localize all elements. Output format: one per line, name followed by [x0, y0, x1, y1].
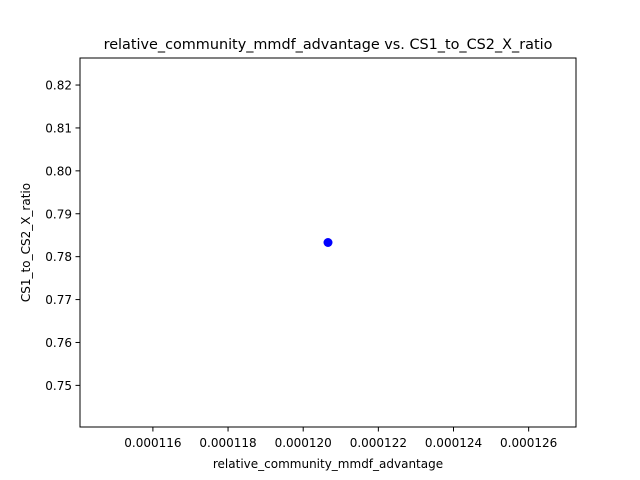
x-tick-label: 0.000118	[199, 436, 256, 450]
chart-title: relative_community_mmdf_advantage vs. CS…	[104, 37, 553, 53]
y-axis-ticks: 0.75 0.76 0.77 0.78 0.79 0.80 0.81 0.82	[45, 79, 80, 393]
y-axis-label: CS1_to_CS2_X_ratio	[19, 183, 33, 302]
data-point	[323, 238, 333, 247]
x-tick-label: 0.000122	[350, 436, 407, 450]
x-tick-label: 0.000124	[425, 436, 482, 450]
y-tick-label: 0.78	[45, 250, 72, 264]
data-points	[323, 238, 333, 247]
y-tick-label: 0.76	[45, 336, 72, 350]
plot-area-frame	[79, 57, 577, 428]
y-tick-label: 0.79	[45, 207, 72, 221]
x-tick-label: 0.000126	[500, 436, 557, 450]
y-tick-label: 0.75	[45, 379, 72, 393]
y-tick-label: 0.82	[45, 79, 72, 93]
x-tick-label: 0.000116	[124, 436, 181, 450]
y-tick-label: 0.80	[45, 164, 72, 178]
x-tick-label: 0.000120	[275, 436, 332, 450]
x-axis-label: relative_community_mmdf_advantage	[213, 457, 443, 471]
y-tick-label: 0.77	[45, 293, 72, 307]
x-axis-ticks: 0.000116 0.000118 0.000120 0.000122 0.000124…	[124, 427, 557, 450]
y-tick-label: 0.81	[45, 121, 72, 135]
